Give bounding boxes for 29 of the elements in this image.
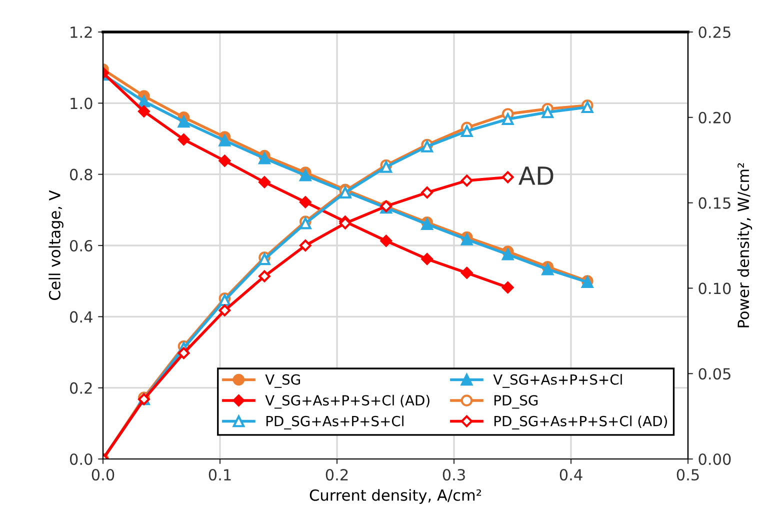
legend-label: V_SG+As+P+S+Cl — [493, 374, 622, 388]
y-tick-label: 1.2 — [70, 26, 92, 38]
y-tick-label: 0.2 — [70, 382, 92, 394]
annotation: AD — [518, 166, 554, 185]
legend-label: V_SG — [265, 374, 300, 388]
legend-label: PD_SG — [494, 395, 538, 409]
x-tick-label: 0.4 — [560, 468, 582, 481]
legend-label: PD_SG+As+P+S+Cl — [266, 416, 404, 430]
y-tick-label: 0.8 — [70, 168, 92, 180]
legend-label: PD_SG+As+P+S+Cl (AD) — [494, 416, 667, 430]
x-axis-title: Current density, A/cm² — [310, 489, 482, 504]
y2-tick-label: 0.10 — [698, 282, 731, 294]
y-tick-label: 0.6 — [70, 240, 92, 252]
x-tick-label: 0.2 — [326, 468, 348, 481]
legend-label: V_SG+As+P+S+Cl (AD) — [265, 394, 430, 409]
x-tick-label: 0.0 — [92, 468, 114, 481]
y-tick-label: 1.0 — [70, 98, 92, 110]
x-tick-label: 0.3 — [442, 468, 465, 481]
x-tick-label: 0.1 — [208, 468, 231, 481]
x-tick-label: 0.5 — [676, 468, 699, 481]
y-axis-title: Cell voltage, V — [48, 190, 64, 300]
y-tick-label: 0.0 — [70, 453, 92, 466]
y-tick-label: 0.4 — [70, 311, 92, 323]
y2-tick-label: 0.25 — [698, 26, 730, 38]
y2-tick-label: 0.00 — [698, 453, 731, 466]
y2-tick-label: 0.15 — [698, 197, 730, 209]
y2-axis-title: Power density, W/cm² — [737, 163, 752, 328]
y2-tick-label: 0.05 — [698, 368, 730, 380]
y2-tick-label: 0.20 — [698, 112, 731, 124]
